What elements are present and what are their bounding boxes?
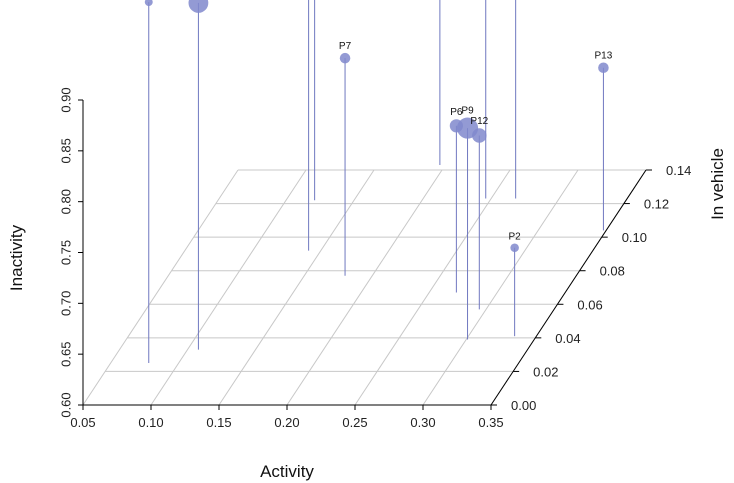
axes: 0.05 0.10 0.15 0.20 0.25 0.30 0.35 0.00 0.02 0.04…	[59, 87, 692, 430]
z-tick-label-3: 0.75	[59, 240, 74, 265]
x-tick-label-3: 0.20	[274, 415, 299, 430]
point-p13	[598, 62, 609, 74]
x-tick-label-2: 0.15	[206, 415, 231, 430]
y-tick-label-3: 0.06	[577, 297, 602, 312]
y-axis-line	[490, 169, 647, 406]
point-p2	[510, 243, 519, 253]
y-tick-label-5: 0.10	[622, 230, 647, 245]
x-tick-label-0: 0.05	[70, 415, 95, 430]
grid-line-x-1	[150, 169, 307, 406]
z-axis-label: Inactivity	[7, 224, 26, 291]
z-tick-label-0: 0.60	[59, 392, 74, 417]
z-tick-label-6: 0.90	[59, 87, 74, 112]
x-axis-label: Activity	[260, 462, 314, 481]
point-labels: P11P3P10P5P13P4P7P6P12P2P9P1P8	[339, 41, 613, 243]
grid-line-x-0	[82, 169, 239, 406]
point-p8	[144, 0, 153, 7]
data-points	[144, 0, 609, 253]
point-label-p2: P2	[509, 231, 522, 242]
y-tick-label-2: 0.04	[555, 331, 580, 346]
point-label-p13: P13	[595, 50, 613, 61]
y-tick-label-0: 0.00	[511, 398, 536, 413]
x-tick-label-5: 0.30	[410, 415, 435, 430]
z-tick-label-2: 0.70	[59, 291, 74, 316]
floor-grid	[82, 169, 647, 406]
stems	[148, 0, 604, 364]
point-p7	[339, 52, 351, 64]
z-tick-label-5: 0.85	[59, 138, 74, 163]
z-tick-label-1: 0.65	[59, 342, 74, 367]
point-label-p7: P7	[339, 41, 352, 52]
point-p9	[456, 117, 479, 139]
grid-line-x-2	[218, 169, 375, 406]
grid-line-x-5	[422, 169, 579, 406]
z-tick-label-4: 0.80	[59, 189, 74, 214]
y-axis-label: In vehicle	[708, 148, 727, 220]
point-label-p6: P6	[450, 107, 463, 118]
y-tick-label-1: 0.02	[533, 364, 558, 379]
y-tick-label-7: 0.14	[666, 163, 691, 178]
x-tick-label-4: 0.25	[342, 415, 367, 430]
grid-line-x-3	[286, 169, 443, 406]
y-tick-label-6: 0.12	[644, 197, 669, 212]
grid-line-x-4	[354, 169, 511, 406]
point-label-p9: P9	[461, 106, 474, 117]
x-tick-label-6: 0.35	[478, 415, 503, 430]
y-tick-label-4: 0.08	[600, 264, 625, 279]
x-tick-label-1: 0.10	[138, 415, 163, 430]
point-p1	[188, 0, 209, 13]
point-label-p12: P12	[470, 116, 488, 127]
